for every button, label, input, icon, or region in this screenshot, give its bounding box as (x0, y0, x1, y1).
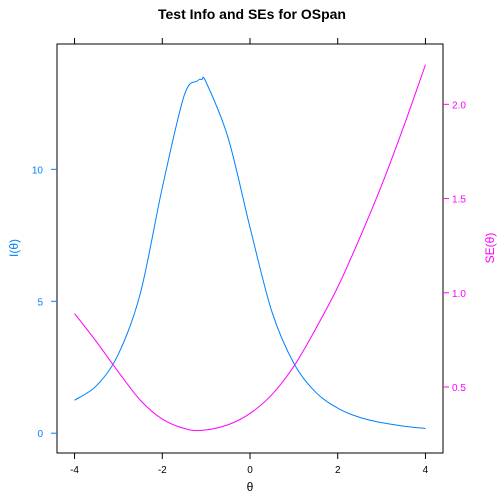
y-right-tick-label: 2.0 (452, 100, 466, 111)
x-tick-label: 2 (335, 465, 341, 476)
chart-title: Test Info and SEs for OSpan (158, 6, 346, 22)
y-right-tick-label: 1.5 (452, 195, 466, 206)
plot-frame (56, 43, 444, 454)
x-tick-label: 4 (423, 465, 429, 476)
series-layer (74, 64, 426, 432)
x-tick-label: 0 (247, 465, 253, 476)
x-axis-bottom: -4 -2 0 2 4 (70, 453, 429, 476)
info-curve (74, 76, 426, 429)
y-left-tick-label: 0 (37, 429, 43, 440)
x-axis-top (74, 38, 426, 44)
y-axis-right-label: SE(θ) (483, 233, 497, 264)
x-tick-label: -4 (70, 465, 79, 476)
se-curve (74, 64, 426, 432)
y-left-tick-label: 10 (32, 165, 44, 176)
x-axis-label: θ (247, 480, 254, 494)
y-right-tick-label: 0.5 (452, 383, 466, 394)
y-axis-left: 0 5 10 (32, 165, 57, 440)
x-tick-label: -2 (158, 465, 167, 476)
y-left-tick-label: 5 (37, 297, 43, 308)
y-axis-right: 0.5 1.0 1.5 2.0 (443, 100, 466, 394)
y-axis-left-label: I(θ) (7, 239, 21, 257)
y-right-tick-label: 1.0 (452, 289, 466, 300)
